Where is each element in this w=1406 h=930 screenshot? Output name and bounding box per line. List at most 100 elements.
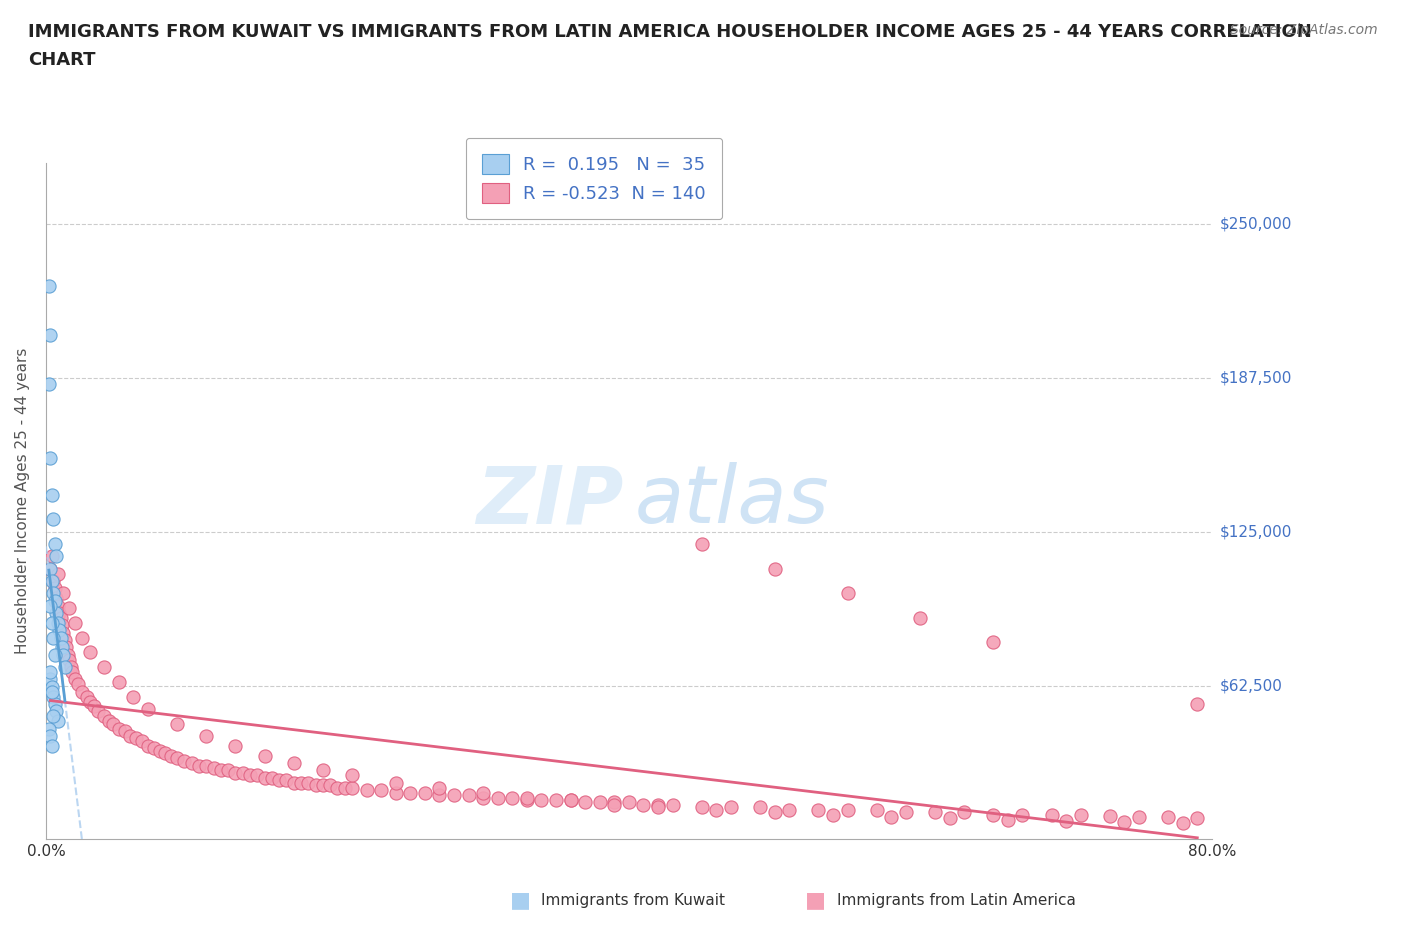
Point xyxy=(52,586,75,601)
Text: CHART: CHART xyxy=(28,51,96,69)
Point xyxy=(232,765,254,780)
Point xyxy=(269,773,291,788)
Point xyxy=(93,709,115,724)
Text: ZIP: ZIP xyxy=(475,462,623,540)
Point xyxy=(472,790,495,805)
Point xyxy=(778,803,800,817)
Point xyxy=(260,770,283,785)
Point xyxy=(224,765,246,780)
Point xyxy=(340,780,363,795)
Point xyxy=(42,631,65,645)
Point xyxy=(44,697,66,711)
Text: $250,000: $250,000 xyxy=(1220,217,1292,232)
Point xyxy=(246,768,269,783)
Point xyxy=(253,749,276,764)
Point xyxy=(41,679,63,694)
Point xyxy=(93,659,115,674)
Point xyxy=(924,804,946,819)
Point xyxy=(125,731,148,746)
Point xyxy=(45,549,67,564)
Point xyxy=(202,761,225,776)
Point xyxy=(910,610,932,625)
Point xyxy=(763,804,786,819)
Point xyxy=(661,797,683,812)
Text: $62,500: $62,500 xyxy=(1220,678,1284,693)
Point xyxy=(276,773,298,788)
Point xyxy=(326,780,349,795)
Point xyxy=(370,783,392,798)
Point xyxy=(457,788,479,803)
Point xyxy=(837,803,859,817)
Point xyxy=(39,665,62,680)
Point xyxy=(1098,808,1121,823)
Point xyxy=(58,652,80,667)
Point xyxy=(63,616,86,631)
Text: $187,500: $187,500 xyxy=(1220,370,1292,385)
Point xyxy=(45,605,67,620)
Point xyxy=(953,804,976,819)
Point xyxy=(39,561,62,576)
Point xyxy=(67,677,90,692)
Point xyxy=(239,768,262,783)
Point xyxy=(108,721,131,736)
Point xyxy=(1070,807,1092,822)
Point xyxy=(76,689,98,704)
Point xyxy=(41,549,63,564)
Point xyxy=(44,593,66,608)
Point xyxy=(617,795,640,810)
Text: Immigrants from Latin America: Immigrants from Latin America xyxy=(837,893,1076,908)
Point xyxy=(1171,816,1194,830)
Point xyxy=(283,755,305,770)
Point xyxy=(101,716,124,731)
Point xyxy=(501,790,523,805)
Point xyxy=(44,537,66,551)
Point xyxy=(173,753,195,768)
Point xyxy=(41,684,63,699)
Point xyxy=(149,743,172,758)
Point xyxy=(217,763,239,777)
Point xyxy=(690,800,713,815)
Point xyxy=(443,788,465,803)
Point xyxy=(1157,810,1180,825)
Point xyxy=(42,512,65,527)
Point xyxy=(44,581,66,596)
Point xyxy=(1187,697,1209,711)
Point xyxy=(647,797,669,812)
Point xyxy=(41,738,63,753)
Point xyxy=(72,631,94,645)
Point xyxy=(486,790,509,805)
Point xyxy=(160,749,183,764)
Point xyxy=(997,812,1019,827)
Point xyxy=(209,763,232,777)
Point xyxy=(46,616,69,631)
Point xyxy=(122,689,145,704)
Point xyxy=(938,811,960,826)
Point xyxy=(603,795,626,810)
Point xyxy=(45,591,67,605)
Point xyxy=(52,625,75,640)
Point xyxy=(807,803,830,817)
Point xyxy=(155,746,177,761)
Text: ■: ■ xyxy=(806,890,825,910)
Point xyxy=(1011,807,1033,822)
Point xyxy=(837,586,859,601)
Point xyxy=(79,694,101,709)
Point xyxy=(180,755,202,770)
Point xyxy=(39,450,62,465)
Point xyxy=(560,792,582,807)
Point xyxy=(131,734,153,749)
Point xyxy=(49,631,72,645)
Point xyxy=(384,785,406,800)
Point xyxy=(866,803,889,817)
Point xyxy=(56,647,79,662)
Point xyxy=(55,640,77,655)
Point xyxy=(516,792,538,807)
Point xyxy=(763,561,786,576)
Point xyxy=(38,721,60,736)
Point xyxy=(48,623,70,638)
Point xyxy=(356,783,378,798)
Point xyxy=(87,704,110,719)
Point xyxy=(39,561,62,576)
Point xyxy=(48,605,70,620)
Point xyxy=(603,797,626,812)
